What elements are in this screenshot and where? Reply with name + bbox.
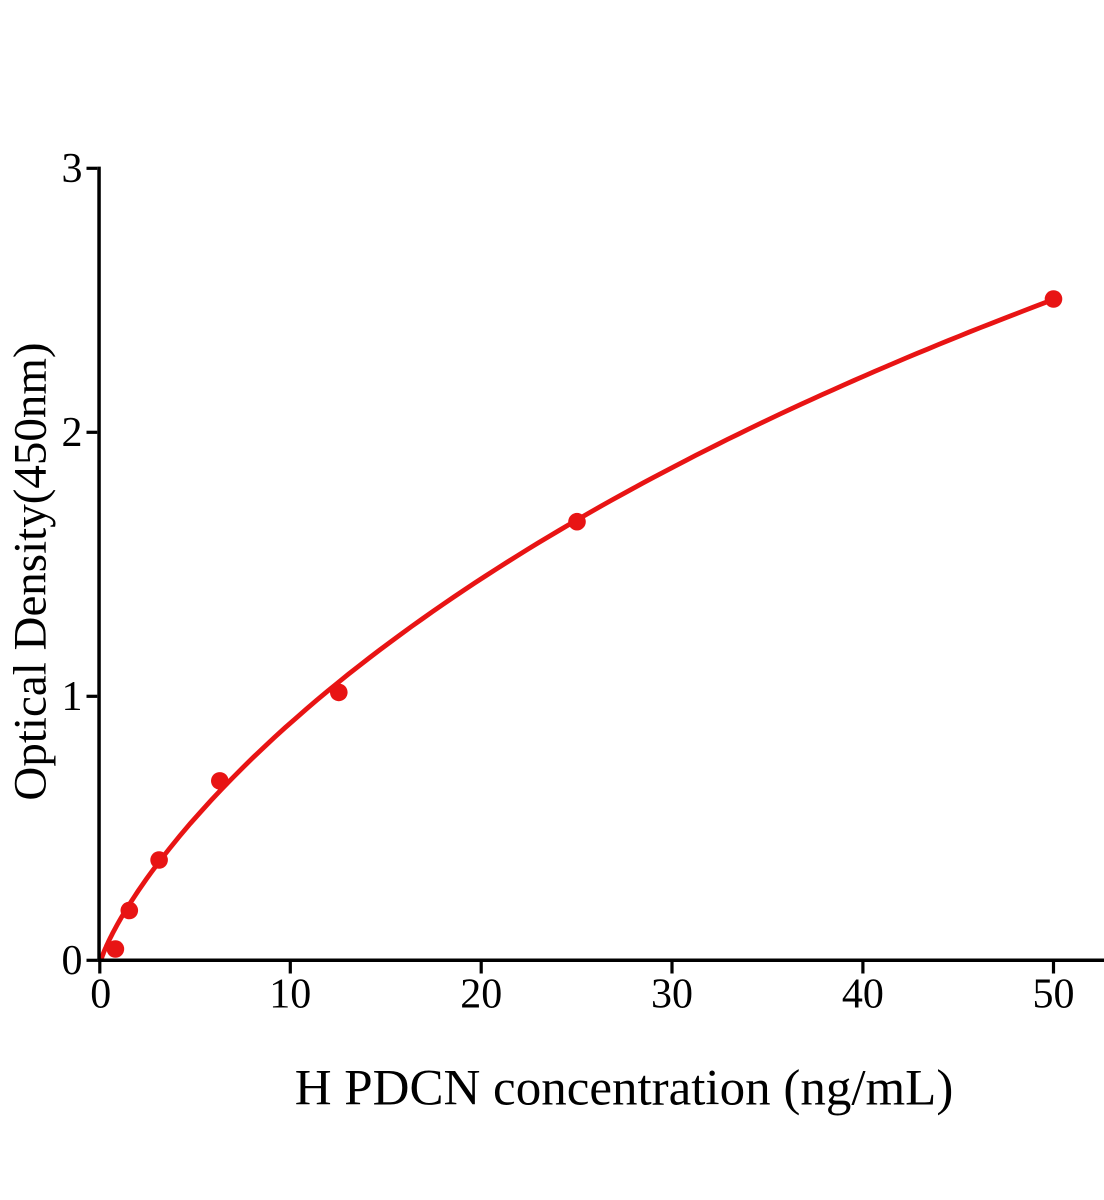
svg-text:1: 1 — [62, 674, 83, 720]
svg-text:0: 0 — [90, 972, 111, 1018]
svg-text:3: 3 — [62, 146, 83, 192]
svg-text:30: 30 — [651, 972, 693, 1018]
svg-text:H PDCN concentration (ng/mL): H PDCN concentration (ng/mL) — [295, 1061, 954, 1117]
svg-text:0: 0 — [62, 938, 83, 984]
svg-text:40: 40 — [842, 972, 884, 1018]
svg-text:2: 2 — [62, 410, 83, 456]
svg-text:Optical Density(450nm): Optical Density(450nm) — [4, 342, 56, 800]
svg-text:20: 20 — [460, 972, 502, 1018]
svg-text:50: 50 — [1033, 972, 1075, 1018]
svg-text:10: 10 — [269, 972, 311, 1018]
